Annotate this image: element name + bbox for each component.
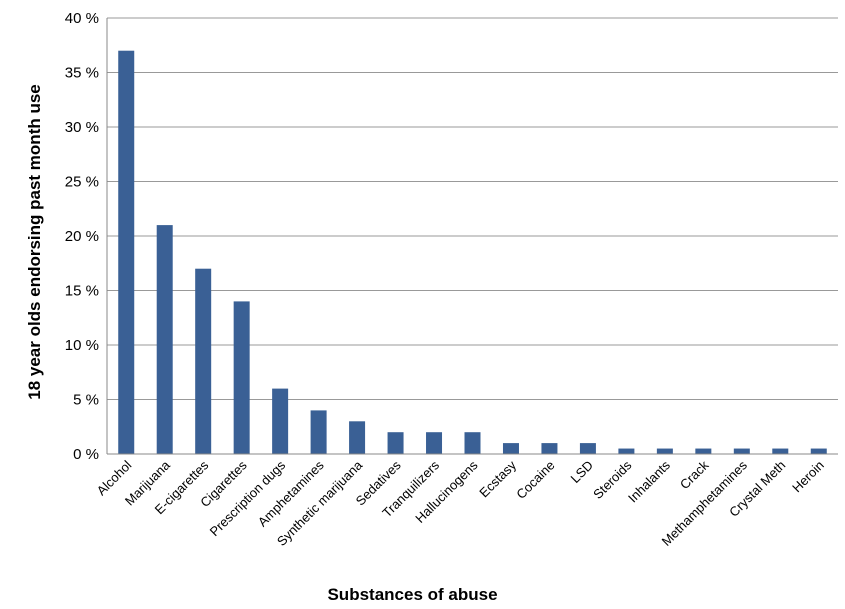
bar — [618, 448, 635, 454]
y-tick-label: 15 % — [65, 283, 99, 300]
bar — [272, 388, 289, 454]
gridlines — [107, 17, 838, 455]
bar — [426, 432, 443, 454]
bar — [310, 410, 327, 454]
bar — [579, 443, 596, 454]
bar — [656, 448, 673, 454]
x-tick-label: Amphetamines — [255, 457, 327, 529]
bar — [387, 432, 404, 454]
bar — [118, 50, 135, 454]
bar — [233, 301, 250, 454]
x-tick-label: Crack — [677, 457, 712, 492]
y-tick-label: 5 % — [73, 392, 99, 409]
y-tick-label: 10 % — [65, 337, 99, 354]
y-tick-label: 35 % — [65, 65, 99, 82]
x-tick-label: LSD — [568, 458, 596, 486]
x-tick-label: Inhalants — [625, 457, 673, 505]
y-tick-label: 25 % — [65, 174, 99, 191]
x-tick-label: Ecstasy — [476, 457, 519, 500]
x-tick-labels: AlcoholMarijuanaE-cigarettesCigarettesPr… — [94, 457, 827, 549]
bar — [541, 443, 558, 454]
y-axis-title: 18 year olds endorsing past month use — [25, 84, 44, 400]
bar — [349, 421, 366, 454]
y-tick-label: 20 % — [65, 228, 99, 245]
bar — [695, 448, 712, 454]
bar — [772, 448, 789, 454]
bars — [118, 50, 827, 454]
bar — [502, 443, 519, 454]
x-tick-label: Heroin — [789, 458, 827, 496]
y-tick-label: 0 % — [73, 446, 99, 463]
y-tick-label: 30 % — [65, 119, 99, 136]
bar — [810, 448, 827, 454]
x-tick-label: Cocaine — [513, 458, 557, 502]
bar — [195, 268, 212, 454]
x-axis-title: Substances of abuse — [327, 585, 497, 604]
y-tick-label: 40 % — [65, 10, 99, 27]
bar — [733, 448, 750, 454]
bar — [464, 432, 481, 454]
y-tick-labels: 0 % 5 % 10 % 15 % 20 % 25 % 30 % 35 % 40 % — [65, 10, 99, 463]
bar — [156, 225, 173, 454]
